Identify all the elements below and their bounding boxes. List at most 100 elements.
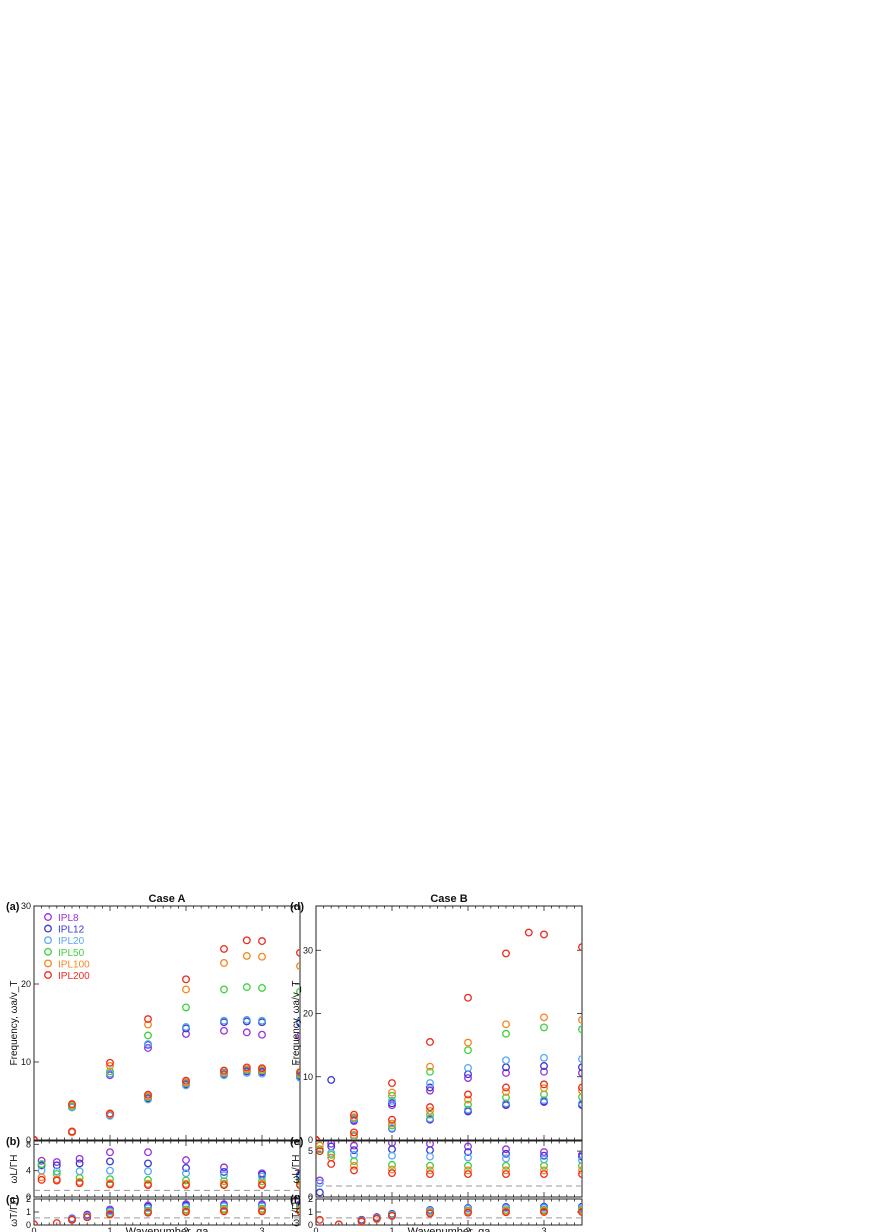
data-point: [540, 1080, 548, 1089]
data-point: [578, 1166, 582, 1175]
data-point: [75, 1154, 84, 1163]
data-point: [540, 1170, 548, 1178]
data-point: [68, 1215, 76, 1224]
data-markers: [34, 1200, 300, 1225]
data-point: [52, 1219, 61, 1225]
data-point: [52, 1158, 61, 1167]
data-point: [182, 1181, 190, 1190]
data-point: [220, 944, 228, 953]
data-point: [296, 987, 300, 996]
data-point: [578, 1025, 582, 1034]
data-point: [106, 1061, 114, 1070]
data-point: [258, 1207, 266, 1216]
data-point: [144, 1015, 152, 1024]
data-point: [578, 1015, 582, 1024]
data-point: [502, 1099, 510, 1108]
data-point: [296, 1181, 300, 1190]
data-point: [106, 1210, 114, 1219]
data-point: [296, 1073, 300, 1082]
data-point: [350, 1128, 358, 1137]
data-point: [388, 1096, 396, 1105]
y-tick-label: 0: [26, 1192, 31, 1202]
legend-marker: [44, 913, 52, 921]
data-point: [242, 1028, 251, 1037]
data-point: [52, 1167, 61, 1176]
data-point: [426, 1152, 434, 1161]
data-point: [426, 1209, 434, 1218]
data-point: [296, 948, 300, 957]
data-point: [144, 1090, 152, 1099]
data-point: [242, 936, 251, 945]
plot-frame: [33, 905, 301, 1141]
data-point: [502, 1083, 510, 1092]
data-point: [540, 1208, 548, 1216]
y-tick-label: 1: [308, 1207, 313, 1217]
data-point: [388, 1165, 396, 1174]
data-point: [540, 1062, 548, 1070]
legend-label: IPL8: [58, 913, 79, 924]
data-point: [540, 1166, 548, 1175]
data-point: [296, 1017, 300, 1026]
panel-d: 0 10 20 30 Frequency, ωa/v_T Case B (d): [290, 893, 583, 1145]
panel-b: 0 4 8 ωL/ΓH (b): [6, 1136, 301, 1202]
data-point: [316, 1188, 324, 1197]
data-point: [296, 1202, 300, 1211]
data-point: [52, 1161, 61, 1170]
data-point: [220, 1071, 228, 1080]
data-point: [220, 1066, 228, 1075]
data-point: [106, 1069, 114, 1078]
data-point: [388, 1124, 396, 1132]
data-point: [106, 1166, 114, 1175]
data-point: [296, 1207, 300, 1216]
y-axis-label: ωT/ΓH: [291, 1197, 302, 1226]
data-point: [220, 1163, 228, 1172]
data-point: [144, 1095, 152, 1104]
data-point: [258, 983, 266, 992]
data-point: [106, 1058, 114, 1067]
data-point: [578, 1161, 582, 1170]
data-point: [144, 1044, 152, 1052]
data-point: [258, 1030, 266, 1039]
data-point: [502, 1145, 510, 1154]
data-markers: [316, 1202, 582, 1225]
x-axis-label: Wavenumber, qa: [126, 1226, 210, 1232]
data-point: [464, 1153, 472, 1162]
data-point: [316, 1176, 324, 1185]
data-point: [540, 1161, 548, 1170]
data-point: [540, 1067, 548, 1076]
data-point: [426, 1170, 434, 1178]
data-point: [502, 1087, 510, 1096]
data-point: [540, 1151, 548, 1160]
data-point: [258, 1016, 266, 1025]
data-point: [144, 1148, 152, 1157]
data-point: [578, 1170, 582, 1178]
y-axis-label: Frequency, ωa/v_T: [9, 981, 20, 1066]
data-point: [502, 1069, 510, 1077]
data-point: [426, 1110, 434, 1119]
data-point: [350, 1161, 358, 1170]
data-point: [524, 928, 533, 937]
data-point: [426, 1106, 434, 1115]
data-point: [502, 1020, 510, 1029]
data-point: [144, 1208, 152, 1217]
data-markers: [316, 928, 582, 1140]
legend-marker: [44, 959, 52, 968]
data-point: [182, 1003, 190, 1012]
data-point: [258, 937, 266, 946]
data-point: [334, 1220, 343, 1225]
data-point: [388, 1211, 396, 1220]
data-point: [464, 993, 472, 1002]
data-point: [220, 1202, 228, 1211]
data-point: [350, 1113, 358, 1122]
data-point: [327, 1160, 336, 1168]
data-point: [182, 1022, 190, 1031]
data-point: [106, 1157, 114, 1166]
data-point: [426, 1062, 434, 1071]
x-tick-label: 3: [259, 1226, 264, 1232]
data-point: [316, 1179, 324, 1188]
data-point: [182, 1081, 190, 1090]
data-point: [350, 1150, 358, 1159]
data-point: [357, 1217, 366, 1225]
